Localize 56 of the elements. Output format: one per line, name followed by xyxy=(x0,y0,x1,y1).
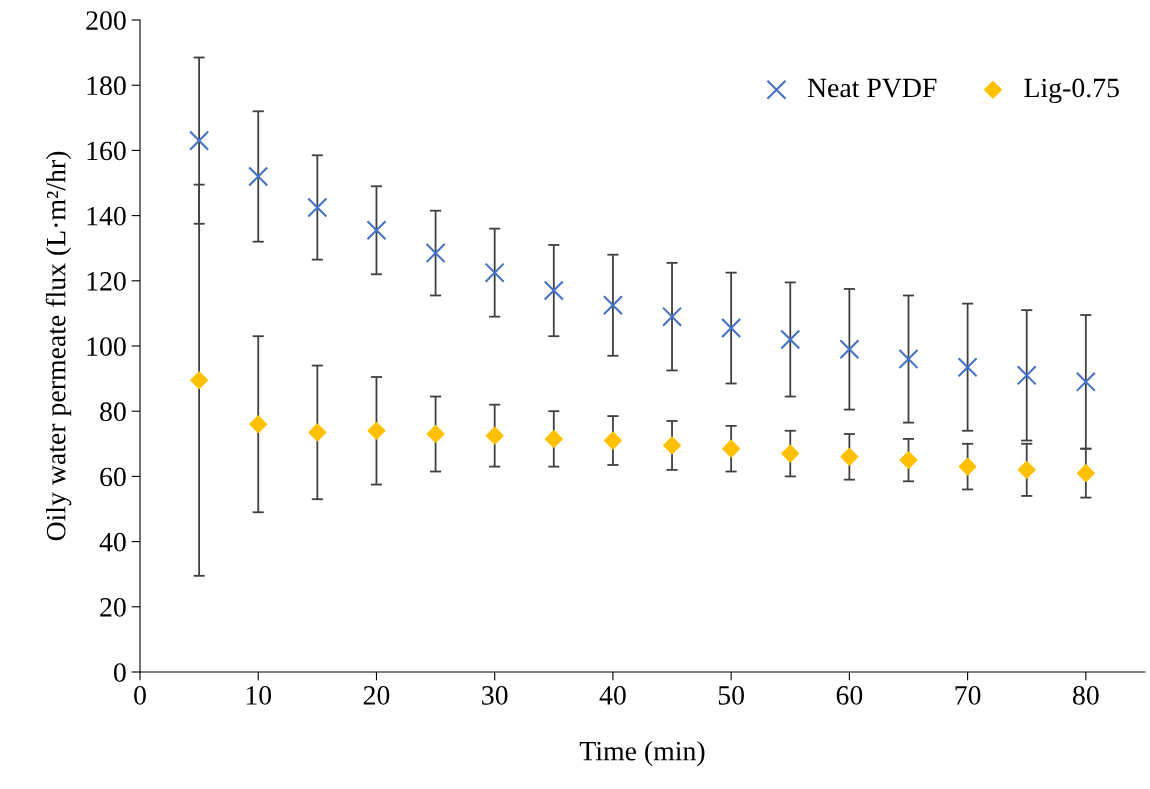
y-tick-label: 60 xyxy=(100,467,126,487)
point xyxy=(661,306,683,327)
point xyxy=(248,166,269,187)
legend-label: Neat PVDF xyxy=(807,78,937,98)
y-tick-label: 140 xyxy=(87,206,126,226)
y-tick-label: 160 xyxy=(87,141,126,161)
y-tick-label: 100 xyxy=(87,337,126,356)
point xyxy=(898,348,919,370)
x-tick-label: 40 xyxy=(599,686,626,705)
point xyxy=(308,423,327,442)
x-tick-label: 60 xyxy=(836,686,863,705)
point xyxy=(839,339,860,360)
point xyxy=(721,318,742,339)
x-tick-label: 70 xyxy=(955,686,981,705)
y-tick-label: 40 xyxy=(99,532,126,552)
x-axis-title: Time (min) xyxy=(579,740,705,767)
y-tick-label: 0 xyxy=(113,663,126,682)
legend-label: Lig-0.75 xyxy=(1024,78,1119,104)
point xyxy=(543,280,564,301)
point xyxy=(425,243,446,264)
x-tick-label: 30 xyxy=(482,686,508,705)
point xyxy=(544,430,563,448)
point xyxy=(840,447,859,466)
point xyxy=(722,439,741,458)
point xyxy=(1076,464,1095,483)
point xyxy=(602,295,623,316)
point xyxy=(426,425,445,443)
point xyxy=(484,262,505,283)
point xyxy=(485,426,504,445)
y-tick-label: 80 xyxy=(100,402,126,422)
x-tick-label: 0 xyxy=(134,686,146,705)
point xyxy=(1075,371,1096,392)
point xyxy=(604,431,622,450)
point xyxy=(780,329,801,350)
point xyxy=(781,444,800,463)
point xyxy=(1017,460,1036,479)
point xyxy=(249,415,268,434)
y-tick-label: 20 xyxy=(100,597,126,617)
x-tick-label: 50 xyxy=(718,686,744,705)
point xyxy=(663,436,681,455)
point xyxy=(899,451,918,469)
point xyxy=(367,421,386,440)
x-tick-label: 20 xyxy=(363,686,390,705)
point xyxy=(190,371,209,390)
point xyxy=(957,357,978,378)
point xyxy=(189,130,210,151)
point xyxy=(366,220,387,241)
point xyxy=(1016,365,1037,386)
y-tick-label: 180 xyxy=(87,76,126,96)
x-tick-label: 80 xyxy=(1073,686,1099,705)
point xyxy=(307,197,328,218)
y-axis-title: Oily water permeate flux (L·m²/hr) xyxy=(45,151,72,541)
y-tick-label: 120 xyxy=(87,271,126,291)
y-tick-label: 200 xyxy=(86,11,126,30)
point xyxy=(958,457,977,476)
x-tick-label: 10 xyxy=(246,686,272,705)
